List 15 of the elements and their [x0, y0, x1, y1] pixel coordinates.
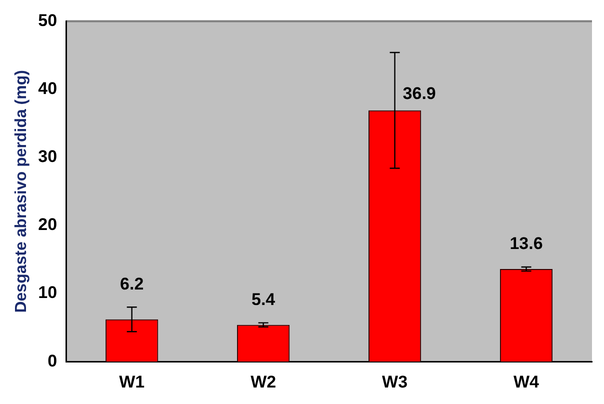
- data-label: 36.9: [402, 84, 436, 104]
- data-label: 5.4: [252, 290, 276, 309]
- x-tick-label: W3: [382, 372, 408, 392]
- y-tick-label: 50: [38, 10, 58, 30]
- y-axis-title: Desgaste abrasivo perdida (mg): [13, 70, 30, 313]
- y-tick-label: 0: [48, 351, 58, 370]
- data-label: 13.6: [510, 234, 543, 254]
- y-tick-label: 30: [38, 147, 58, 166]
- y-tick-label: 10: [38, 283, 58, 302]
- y-tick-label: 40: [38, 78, 58, 98]
- x-tick-label: W4: [514, 372, 540, 392]
- x-tick-label: W1: [119, 372, 145, 392]
- x-tick-label: W2: [250, 372, 276, 392]
- data-label: 6.2: [120, 274, 144, 294]
- y-tick-label: 20: [38, 215, 58, 234]
